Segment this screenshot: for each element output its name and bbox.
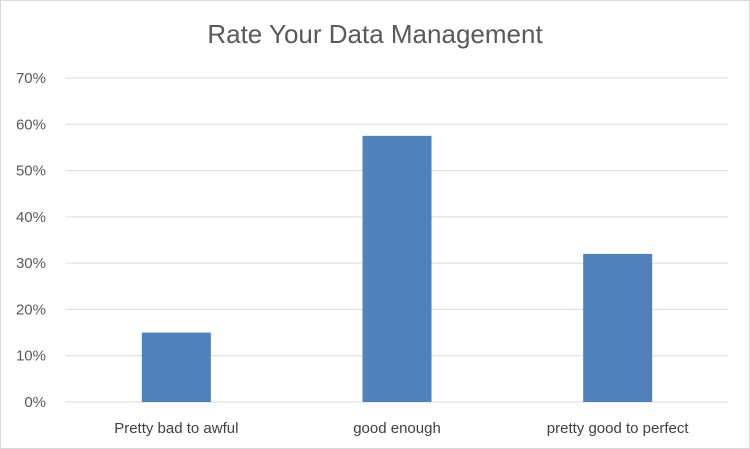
x-category-label: pretty good to perfect — [547, 420, 690, 437]
bars — [141, 135, 653, 402]
chart-title: Rate Your Data Management — [207, 19, 543, 49]
y-tick-label: 60% — [16, 116, 46, 133]
x-category-label: Pretty bad to awful — [114, 420, 238, 437]
y-tick-label: 20% — [16, 301, 46, 318]
bar — [362, 135, 432, 402]
bar — [141, 332, 211, 402]
y-axis-tick-labels: 0% 10% 20% 30% 40% 50% 60% 70% — [16, 70, 46, 411]
y-tick-label: 50% — [16, 163, 46, 180]
x-axis-category-labels: Pretty bad to awful good enough pretty goo… — [114, 420, 689, 437]
y-tick-label: 70% — [16, 70, 46, 87]
y-tick-label: 10% — [16, 348, 46, 365]
y-tick-label: 40% — [16, 209, 46, 226]
bar — [583, 253, 653, 402]
x-category-label: good enough — [353, 420, 441, 437]
y-tick-label: 0% — [24, 394, 46, 411]
y-tick-label: 30% — [16, 255, 46, 272]
